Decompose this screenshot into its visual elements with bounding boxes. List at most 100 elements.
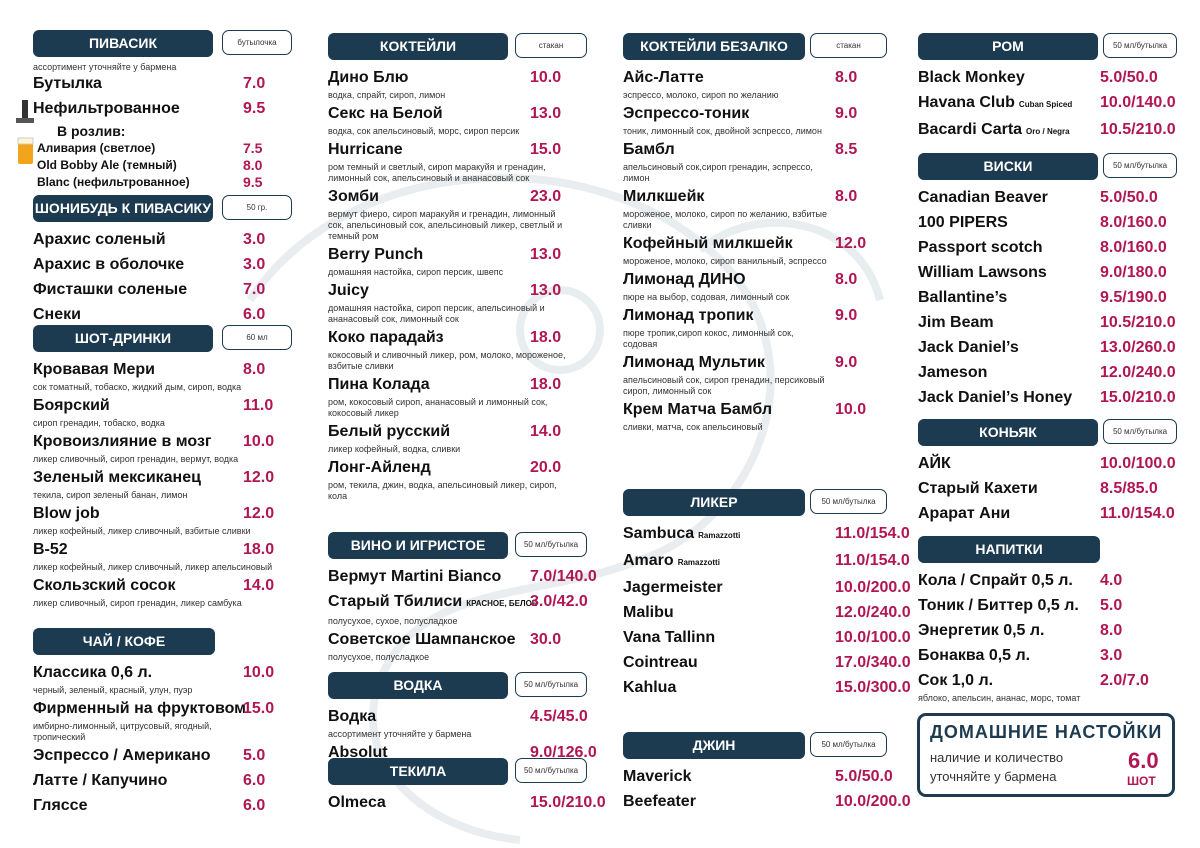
item-name-text: Вермут Martini Bianco bbox=[328, 568, 502, 585]
item-price: 14.0 bbox=[243, 577, 275, 594]
item-name: Malibu bbox=[623, 601, 925, 625]
item-price: 10.5/210.0 bbox=[1100, 121, 1176, 138]
item-name: Hurricane bbox=[328, 138, 620, 162]
item-name-text: АЙК bbox=[918, 455, 951, 472]
item-name: 100 PIPERS bbox=[918, 211, 1190, 235]
item-name: Арахис соленый bbox=[33, 228, 333, 252]
menu-item: Passport scotch 8.0/160.0 bbox=[918, 236, 1190, 260]
item-name: Скользский сосок bbox=[33, 574, 333, 598]
item-price: 9.0 bbox=[835, 354, 858, 371]
menu-item: Canadian Beaver 5.0/50.0 bbox=[918, 186, 1190, 210]
item-subtitle: Oro / Negra bbox=[1026, 127, 1070, 136]
item-name-text: Canadian Beaver bbox=[918, 189, 1048, 206]
item-name-text: Hurricane bbox=[328, 141, 403, 158]
section-header: КОКТЕЙЛИ БЕЗАЛКО стакан bbox=[623, 33, 925, 60]
item-price: 8.5/85.0 bbox=[1100, 480, 1158, 497]
item-description: эспрессо, молоко, сироп по желанию bbox=[623, 90, 779, 100]
item-name: Лонг-Айленд bbox=[328, 456, 620, 480]
item-price: 30.0 bbox=[530, 631, 562, 648]
item-price: 4.5/45.0 bbox=[530, 708, 588, 725]
item-name: Белый русский bbox=[328, 420, 620, 444]
item-price: 9.0/180.0 bbox=[1100, 264, 1167, 281]
item-price: 6.0 bbox=[243, 306, 266, 323]
item-description: пюре тропик,сироп кокос, лимонный сок, с… bbox=[623, 328, 794, 349]
menu-item: Berry Punch 13.0 домашняя настойка, сироп … bbox=[328, 243, 620, 278]
item-price: 9.5/190.0 bbox=[1100, 289, 1167, 306]
item-name-text: Beefeater bbox=[623, 793, 696, 810]
menu-item: Amaro Ramazzotti 11.0/154.0 bbox=[623, 549, 925, 575]
menu-item: Арахис соленый 3.0 bbox=[33, 228, 333, 252]
item-price: 12.0 bbox=[835, 235, 867, 252]
item-name: Коко парадайз bbox=[328, 326, 620, 350]
menu-section: КОНЬЯК 50 мл/бутылка АЙК 10.0/100.0 Старый К… bbox=[918, 419, 1190, 527]
item-price: 10.0/200.0 bbox=[835, 793, 911, 810]
menu-item: Пина Колада 18.0 ром, кокосовый сироп, ана… bbox=[328, 373, 620, 419]
menu-item: Havana Club Cuban Spiced 10.0/140.0 bbox=[918, 91, 1190, 117]
item-price: 6.0 bbox=[243, 772, 266, 789]
item-price: 4.0 bbox=[1100, 572, 1123, 589]
item-name-text: Крем Матча Бамбл bbox=[623, 401, 773, 418]
item-price: 9.0 bbox=[835, 307, 858, 324]
item-price: 15.0/300.0 bbox=[835, 679, 911, 696]
section-title: КОКТЕЙЛИ bbox=[328, 33, 508, 60]
menu-section: КОКТЕЙЛИ стакан Дино Блю 10.0 водка, спрайт,… bbox=[328, 33, 620, 503]
menu-item: Absolut 9.0/126.0 bbox=[328, 741, 620, 765]
item-price: 23.0 bbox=[530, 188, 562, 205]
menu-item: АЙК 10.0/100.0 bbox=[918, 452, 1190, 476]
box-line: наличие и количество bbox=[930, 750, 1064, 765]
item-price: 3.0 bbox=[1100, 647, 1123, 664]
item-price: 13.0 bbox=[530, 282, 562, 299]
item-price: 17.0/340.0 bbox=[835, 654, 911, 671]
section-header: ДЖИН 50 мл/бутылка bbox=[623, 732, 925, 759]
menu-item: Коко парадайз 18.0 кокосовый и сливочный л… bbox=[328, 326, 620, 372]
menu-item: Black Monkey 5.0/50.0 bbox=[918, 66, 1190, 90]
beer-icon bbox=[16, 100, 34, 164]
item-name-text: Malibu bbox=[623, 604, 674, 621]
item-name-text: Кола / Спрайт 0,5 л. bbox=[918, 572, 1073, 589]
section-title: РОМ bbox=[918, 33, 1098, 60]
menu-item: Jim Beam 10.5/210.0 bbox=[918, 311, 1190, 335]
menu-item: Vana Tallinn 10.0/100.0 bbox=[623, 626, 925, 650]
item-name: Berry Punch bbox=[328, 243, 620, 267]
item-description: ром, текила, джин, водка, апельсиновый л… bbox=[328, 480, 557, 501]
item-name-text: Зомби bbox=[328, 188, 379, 205]
item-name: Водка bbox=[328, 705, 620, 729]
item-name: Зомби bbox=[328, 185, 620, 209]
item-description: водка, сок апельсиновый, морс, сироп пер… bbox=[328, 126, 520, 136]
item-description: черный, зеленый, красный, улун, пуэр bbox=[33, 685, 193, 695]
draft-price: 9.5 bbox=[243, 174, 263, 190]
menu-item: Бамбл 8.5 апельсиновый сок,сироп гренадин,… bbox=[623, 138, 925, 184]
item-name-text: Секс на Белой bbox=[328, 105, 443, 122]
item-description: мороженое, молоко, сироп ванильный, эспр… bbox=[623, 256, 827, 266]
item-name: Juicy bbox=[328, 279, 620, 303]
item-name-text: William Lawsons bbox=[918, 264, 1047, 281]
item-name: Фирменный на фруктовом bbox=[33, 697, 333, 721]
section-header: ВИСКИ 50 мл/бутылка bbox=[918, 153, 1190, 180]
box-price: 6.0 bbox=[1128, 748, 1159, 773]
menu-item: Бутылка 7.0 bbox=[33, 72, 333, 96]
menu-item: Сок 1,0 л. 2.0/7.0 яблоко, апельсин, анана… bbox=[918, 669, 1190, 704]
item-price: 5.0/50.0 bbox=[1100, 189, 1158, 206]
item-name-text: Jagermeister bbox=[623, 579, 723, 596]
menu-item: Арарат Ани 11.0/154.0 bbox=[918, 502, 1190, 526]
item-name: B-52 bbox=[33, 538, 333, 562]
item-description: имбирно-лимонный, цитрусовый, ягодный, т… bbox=[33, 721, 212, 742]
item-name: Лимонад тропик bbox=[623, 304, 925, 328]
item-name-text: Olmeca bbox=[328, 794, 386, 811]
menu-item: Нефильтрованное 9.5 bbox=[33, 97, 333, 121]
draft-name: Blanc (нефильтрованное) bbox=[37, 175, 190, 189]
menu-item: Старый Тбилиси КРАСНОЕ, БЕЛОЕ 3.0/42.0 полу… bbox=[328, 590, 620, 627]
item-price: 10.0 bbox=[530, 69, 562, 86]
item-name: Blow job bbox=[33, 502, 333, 526]
item-name-text: Jack Daniel’s Honey bbox=[918, 389, 1073, 406]
unit-label: стакан bbox=[515, 33, 587, 58]
item-name-text: Нефильтрованное bbox=[33, 100, 180, 117]
section-title: ДЖИН bbox=[623, 732, 805, 759]
item-price: 2.0/7.0 bbox=[1100, 672, 1149, 689]
menu-item: Jagermeister 10.0/200.0 bbox=[623, 576, 925, 600]
section-title: ВИСКИ bbox=[918, 153, 1098, 180]
item-name: Эспрессо-тоник bbox=[623, 102, 925, 126]
item-name: Maverick bbox=[623, 765, 925, 789]
menu-item: Jack Daniel’s Honey 15.0/210.0 bbox=[918, 386, 1190, 410]
menu-item: Крем Матча Бамбл 10.0 сливки, матча, сок а… bbox=[623, 398, 925, 433]
